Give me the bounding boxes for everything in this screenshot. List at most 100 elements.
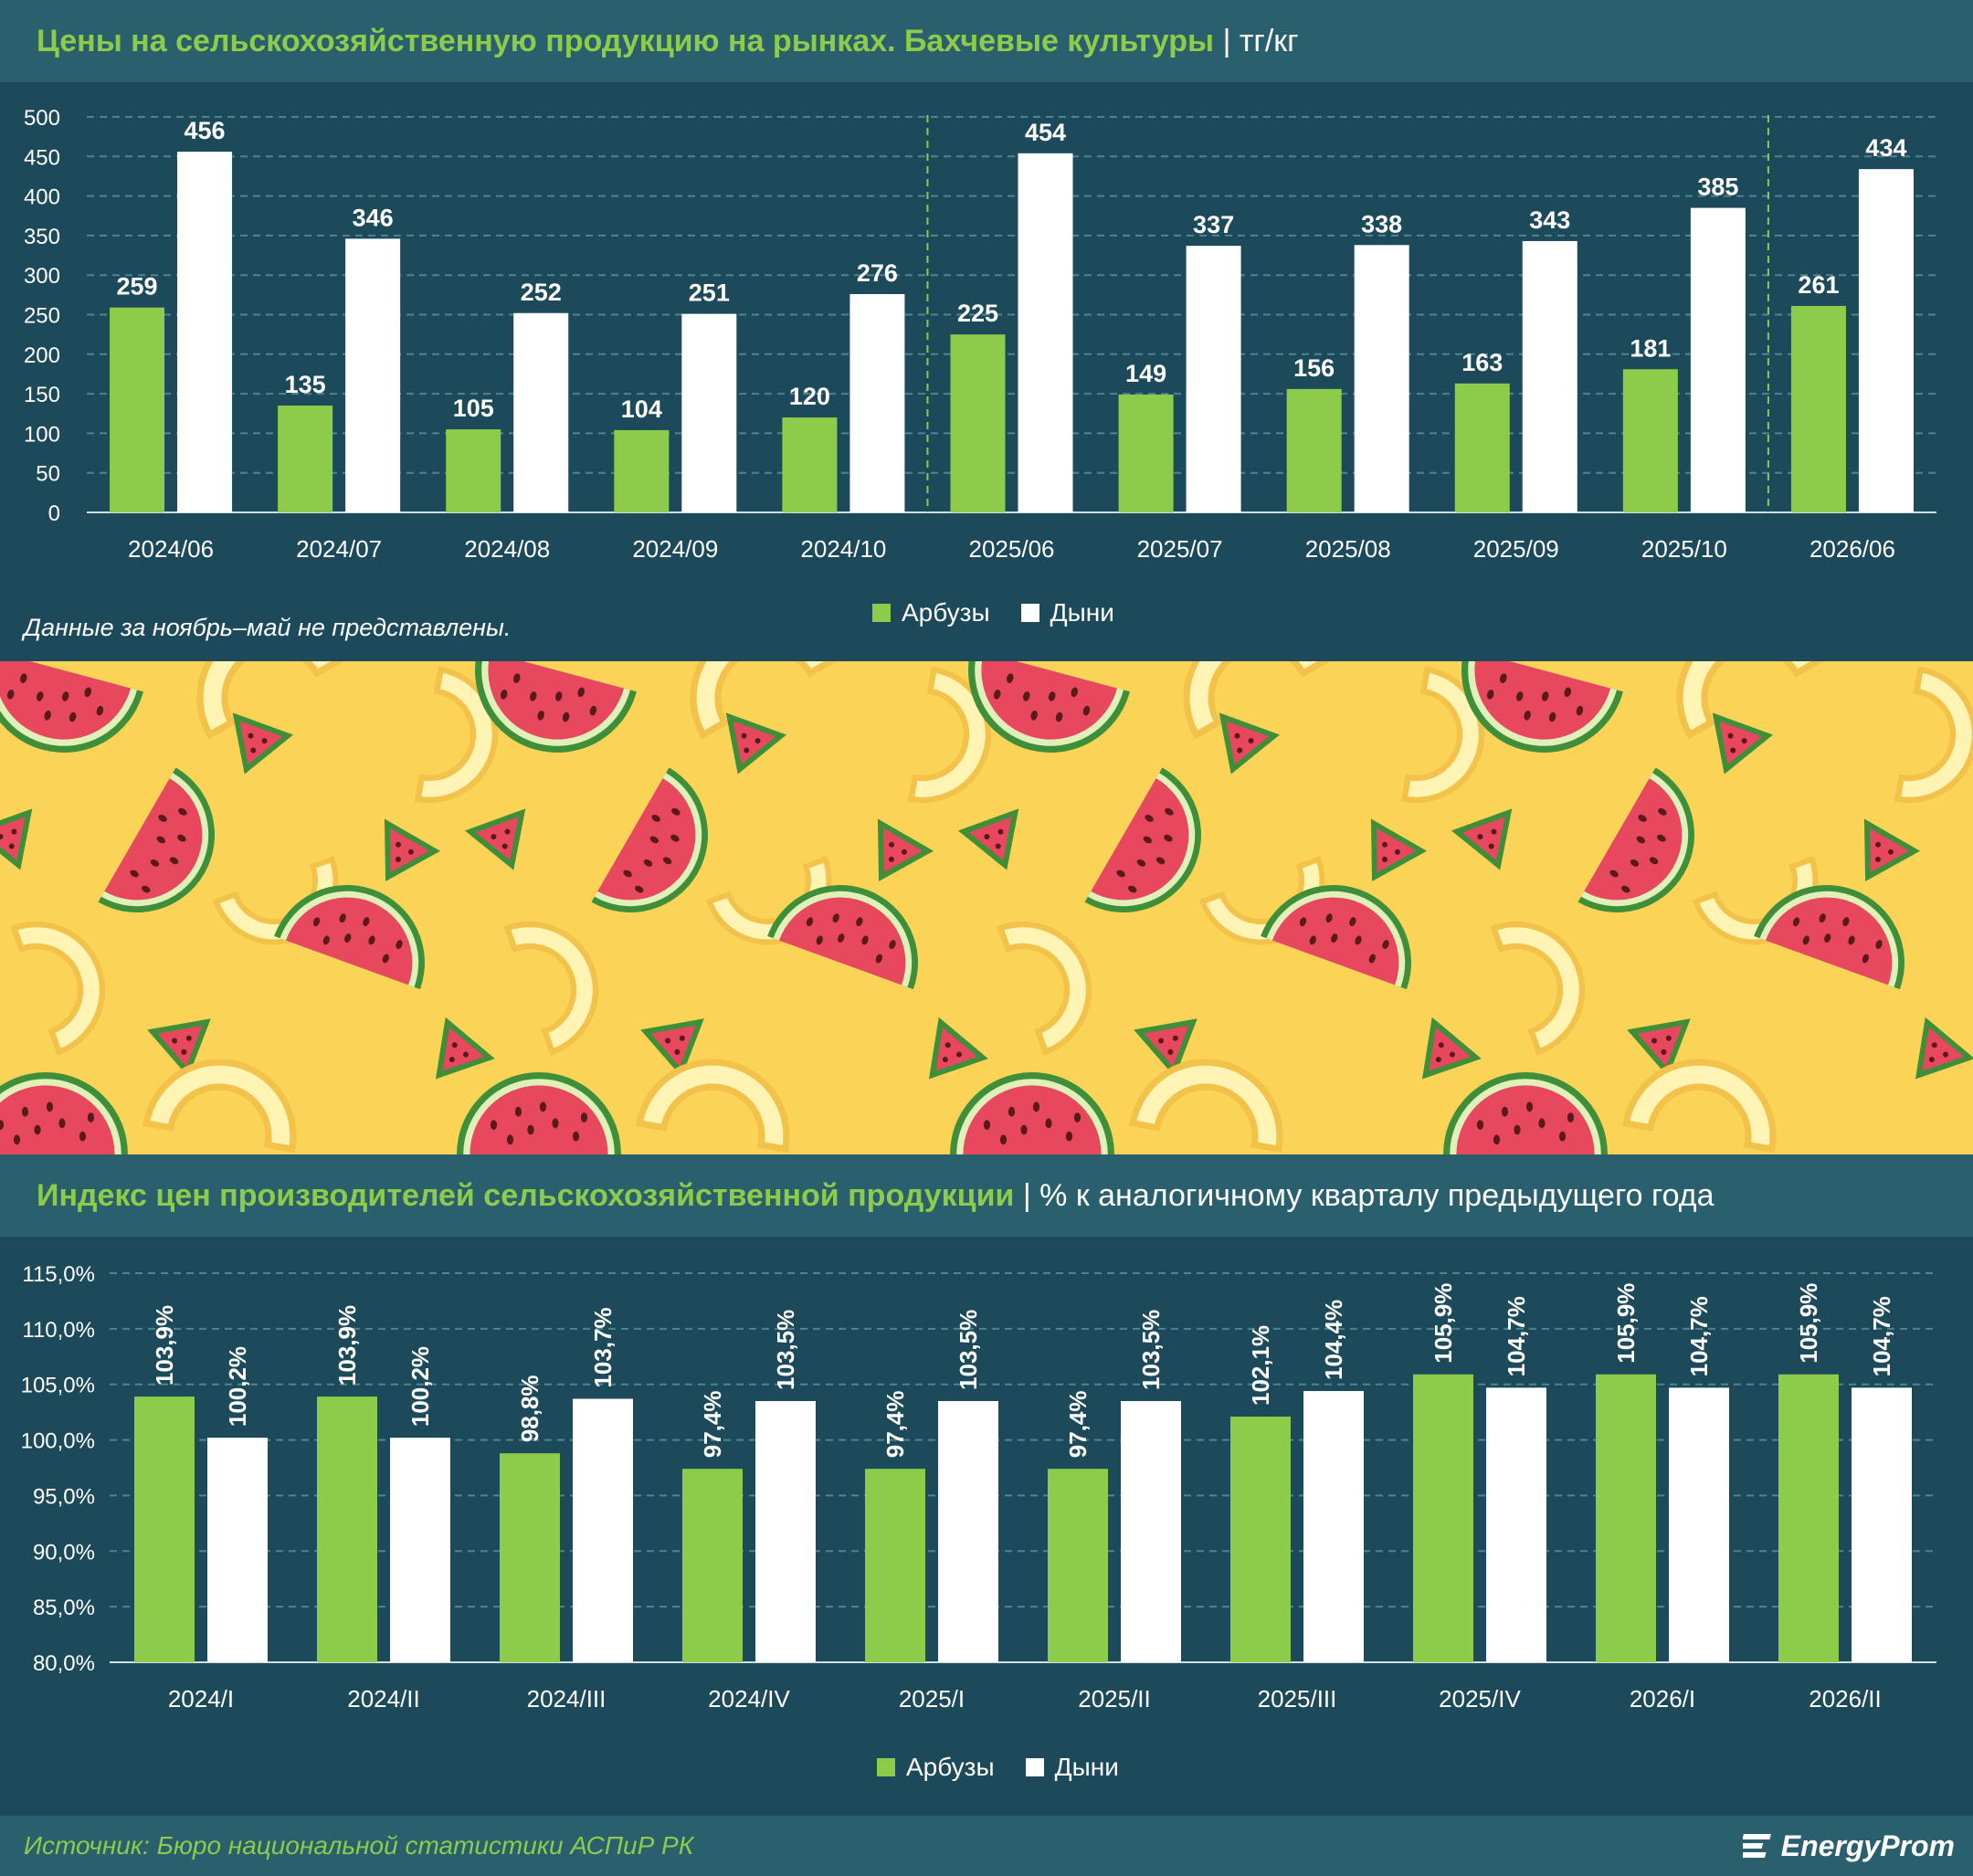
watermelon-slice-illustration [0, 1072, 128, 1154]
watermelon-slice-illustration [1261, 863, 1433, 990]
data-label: 259 [117, 273, 158, 300]
chart2-heading: Индекс цен производителей сельскохозяйст… [37, 1154, 1715, 1237]
data-label: 102,1% [1247, 1325, 1274, 1406]
bar-watermelon [1048, 1469, 1108, 1662]
x-tick-label: 2025/I [899, 1685, 965, 1713]
bar-watermelon [1778, 1374, 1839, 1662]
data-label: 104,7% [1503, 1296, 1530, 1376]
data-label: 434 [1865, 134, 1906, 162]
legend2-label-watermelon: Арбузы [906, 1753, 995, 1781]
melon-slice-illustration [146, 1050, 305, 1149]
x-tick-label: 2026/II [1809, 1685, 1882, 1713]
legend-swatch-watermelon [872, 604, 891, 622]
bar-watermelon [1622, 369, 1678, 512]
watermelon-slice-illustration [457, 1072, 621, 1154]
melon-slice-illustration [1897, 669, 1973, 810]
bar-watermelon [317, 1396, 377, 1662]
watermelon-slice-illustration [858, 824, 928, 891]
watermelon-slice-illustration [1898, 1022, 1969, 1092]
y-tick-label: 0 [48, 501, 60, 526]
bar-melon [1522, 240, 1577, 512]
melon-slice-illustration [1493, 906, 1600, 1052]
data-label: 163 [1461, 349, 1503, 376]
x-tick-label: 2024/09 [632, 535, 718, 563]
chart2-legend: Арбузы Дыни [877, 1753, 1119, 1782]
data-label: 454 [1025, 119, 1066, 146]
bar-melon [1669, 1387, 1729, 1662]
legend-label-melon: Дыни [1050, 598, 1114, 627]
watermelon-slice-illustration [1754, 863, 1926, 990]
chart2-header: Индекс цен производителей сельскохозяйст… [0, 1154, 1973, 1237]
data-label: 343 [1529, 206, 1570, 234]
data-label: 252 [521, 279, 562, 306]
x-tick-label: 2026/I [1630, 1685, 1695, 1713]
bar-melon [1690, 207, 1746, 512]
chart1-note: Данные за ноябрь–май не представлены. [24, 614, 512, 641]
bar-watermelon [1118, 394, 1174, 512]
watermelon-slice-illustration [418, 1022, 490, 1092]
y-tick-label: 350 [24, 225, 60, 249]
bar-melon [1852, 1387, 1912, 1662]
legend-label-watermelon: Арбузы [902, 598, 990, 627]
data-label: 105,9% [1430, 1283, 1457, 1364]
chart2-unit: % к аналогичному кварталу предыдущего го… [1039, 1178, 1715, 1213]
bar-watermelon [1790, 305, 1846, 512]
data-label: 456 [185, 117, 226, 144]
y-tick-label: 50 [36, 462, 60, 487]
data-label: 103,9% [151, 1305, 178, 1386]
data-label: 156 [1293, 354, 1335, 382]
chart2-title-separator: | [1022, 1178, 1031, 1213]
y-tick-label: 200 [24, 343, 60, 368]
x-tick-label: 2024/06 [128, 535, 214, 563]
data-label: 104 [621, 395, 662, 423]
data-label: 98,8% [516, 1375, 543, 1442]
x-tick-label: 2024/I [168, 1685, 234, 1713]
watermelon-slice-illustration [950, 1072, 1114, 1154]
data-label: 103,9% [333, 1305, 361, 1386]
data-label: 105 [453, 395, 494, 422]
watermelon-slice-illustration [470, 813, 537, 875]
chart1-title: Цены на сельскохозяйственную продукцию н… [37, 24, 1215, 58]
data-label: 338 [1361, 210, 1402, 237]
watermelon-slice-illustration [1351, 824, 1421, 891]
x-tick-label: 2024/10 [800, 535, 886, 563]
x-tick-label: 2025/06 [969, 535, 1055, 563]
x-tick-label: 2024/II [347, 1685, 420, 1713]
data-label: 104,7% [1685, 1296, 1713, 1376]
bar-watermelon [1596, 1374, 1656, 1662]
bar-melon [345, 238, 401, 512]
bar-melon [177, 152, 233, 512]
bar-watermelon [278, 406, 333, 512]
watermelon-slice-illustration [1844, 824, 1915, 891]
melon-slice-illustration [1000, 906, 1107, 1052]
data-label: 105,9% [1795, 1283, 1822, 1364]
bar-watermelon [500, 1453, 560, 1662]
bar-watermelon [446, 429, 501, 512]
bar-watermelon [950, 334, 1006, 512]
y-tick-label: 100 [24, 422, 60, 447]
x-tick-label: 2024/III [527, 1685, 607, 1713]
y-tick-label: 95,0% [33, 1484, 95, 1509]
data-label: 97,4% [1064, 1390, 1092, 1458]
data-label: 337 [1193, 211, 1234, 238]
chart1-plot: 0 50 100 150 200 250 300 350 400 450 500 259 135 105 1… [24, 106, 1936, 563]
legend2-swatch-melon [1025, 1758, 1044, 1776]
bar-melon [681, 313, 737, 512]
melon-slice-illustration [507, 906, 614, 1052]
data-label: 105,9% [1612, 1283, 1640, 1364]
bar-melon [755, 1400, 816, 1662]
data-label: 100,2% [224, 1346, 251, 1427]
y-tick-label: 400 [24, 185, 60, 210]
data-label: 135 [285, 371, 326, 398]
bar-melon [1303, 1391, 1364, 1662]
data-label: 276 [857, 259, 898, 287]
x-tick-label: 2025/II [1078, 1685, 1151, 1713]
source-text: Источник: Бюро национальной статистики А… [24, 1831, 694, 1860]
x-tick-label: 2025/10 [1641, 535, 1727, 563]
melon-slice-illustration [1133, 1050, 1292, 1149]
watermelon-slice-illustration [1405, 1022, 1476, 1092]
x-tick-label: 2024/IV [708, 1685, 790, 1713]
legend2-swatch-watermelon [877, 1758, 895, 1776]
y-tick-label: 450 [24, 145, 60, 170]
y-tick-label: 100,0% [21, 1429, 95, 1454]
